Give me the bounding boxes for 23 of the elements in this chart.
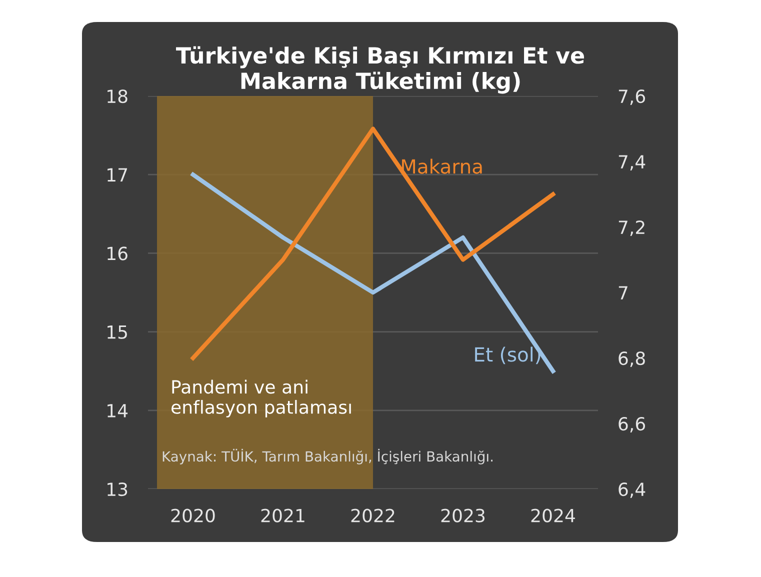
y2-tick-label: 6,8 [618,351,645,367]
y2-tick-label: 7 [618,286,628,300]
y2-tick-label: 7,4 [618,155,646,170]
y2-tick-label: 7,2 [618,220,644,236]
x-tick-label: 2022 [351,508,394,522]
y2-tick-label: 6,6 [618,416,646,432]
y-tick-label: 14 [108,404,128,418]
chart-title: Türkiye'de Kişi Başı Kırmızı Et ve Makarna Tüketimi (kg) [176,46,584,94]
x-tick-label: 2020 [171,508,215,522]
y2-tick-label: 6,4 [618,482,646,498]
y-tick-label: 18 [108,89,128,104]
x-tick-label: 2023 [441,508,485,522]
y2-tick-label: 7,6 [618,89,646,105]
annotation: Kaynak: TÜİK, Tarım Bakanlığı, İçişleri Bakanlığı. [162,448,492,464]
y-tick-label: 15 [108,325,127,339]
y-tick-label: 13 [108,482,128,496]
band-label: Pandemi ve ani enflasyon patlaması [171,380,351,418]
series-label: Makarna [402,158,482,174]
x-tick-label: 2021 [261,508,304,522]
y-tick-label: 16 [108,246,128,260]
x-tick-label: 2024 [531,508,575,522]
y-tick-label: 17 [108,168,128,182]
line-series [190,172,556,374]
